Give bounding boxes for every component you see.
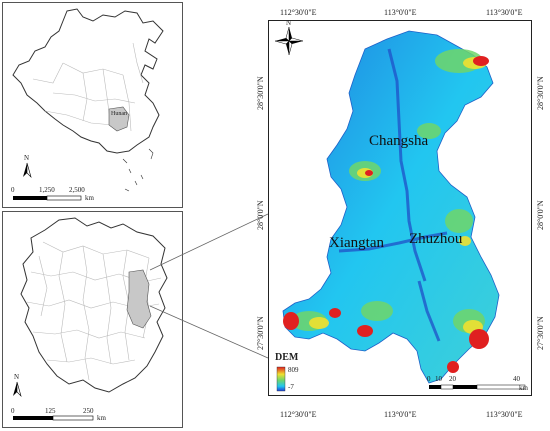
islands bbox=[122, 148, 154, 192]
hunan-inset-panel: N 0 125 250 km bbox=[2, 211, 183, 428]
city-label-zhuzhou: Zhuzhou bbox=[409, 231, 463, 247]
hunan-scale-unit: km bbox=[97, 414, 106, 422]
north-arrow-icon bbox=[13, 381, 22, 398]
lat-label-left-3: 27°30'0"N bbox=[256, 316, 265, 350]
hunan-label: Hunan bbox=[111, 111, 127, 117]
hunan-highlight bbox=[108, 106, 130, 132]
lat-label-right-2: 28°0'0"N bbox=[536, 200, 545, 230]
north-arrow-icon bbox=[23, 162, 32, 179]
lon-label-top-2: 113°0'0"E bbox=[384, 8, 417, 17]
china-map bbox=[12, 8, 164, 201]
lat-label-left-2: 28°0'0"N bbox=[256, 200, 265, 230]
hunan-north-label: N bbox=[14, 373, 20, 381]
main-scale-unit: km bbox=[519, 384, 528, 392]
lat-label-left-1: 28°30'0"N bbox=[256, 76, 265, 110]
dem-legend-max: 809 bbox=[288, 366, 299, 374]
compass-north-label: N bbox=[286, 19, 292, 27]
main-scale-bar bbox=[429, 384, 526, 390]
compass-rose-icon bbox=[274, 26, 304, 56]
main-scale-tick-2: 20 bbox=[449, 375, 456, 383]
river-valleys bbox=[338, 48, 448, 342]
main-scale-tick-0: 0 bbox=[427, 375, 431, 383]
main-map-frame: N Changsha Xiangtan Zhuzhou DEM 809 -7 0… bbox=[268, 19, 532, 396]
highland-green bbox=[291, 49, 485, 333]
city-label-xiangtan: Xiangtan bbox=[329, 235, 384, 251]
lon-label-bottom-2: 113°0'0"E bbox=[384, 410, 417, 419]
china-outline bbox=[12, 8, 164, 154]
highland-red bbox=[283, 56, 489, 373]
dem-map bbox=[274, 26, 526, 392]
hunan-scale-tick-1: 125 bbox=[45, 407, 56, 415]
province-lines bbox=[32, 42, 144, 132]
main-scale-tick-1: 10 bbox=[435, 375, 442, 383]
study-area-highlight bbox=[126, 269, 152, 329]
lon-label-top-3: 113°30'0"E bbox=[486, 8, 523, 17]
lon-label-top-1: 112°30'0"E bbox=[280, 8, 317, 17]
dem-legend-bar bbox=[276, 366, 286, 392]
lat-label-right-1: 28°30'0"N bbox=[536, 76, 545, 110]
china-scale-bar bbox=[13, 195, 82, 201]
lon-label-bottom-3: 113°30'0"E bbox=[486, 410, 523, 419]
dem-legend-title: DEM bbox=[275, 352, 299, 363]
china-inset-panel: Hunan N 0 1,250 2,500 km bbox=[2, 2, 183, 208]
dem-legend-min: -7 bbox=[288, 383, 294, 391]
study-region bbox=[282, 30, 500, 384]
hunan-scale-tick-0: 0 bbox=[11, 407, 15, 415]
hunan-map bbox=[13, 217, 168, 421]
hunan-scale-bar bbox=[13, 415, 94, 421]
lat-label-right-3: 27°30'0"N bbox=[536, 316, 545, 350]
china-north-label: N bbox=[24, 154, 30, 162]
china-scale-unit: km bbox=[85, 194, 94, 202]
main-scale-tick-3: 40 bbox=[513, 375, 520, 383]
china-scale-tick-2: 2,500 bbox=[69, 186, 85, 194]
hunan-scale-tick-2: 250 bbox=[83, 407, 94, 415]
china-scale-tick-1: 1,250 bbox=[39, 186, 55, 194]
china-scale-tick-0: 0 bbox=[11, 186, 15, 194]
hunan-outline bbox=[20, 217, 168, 393]
city-label-changsha: Changsha bbox=[369, 133, 429, 149]
lon-label-bottom-1: 112°30'0"E bbox=[280, 410, 317, 419]
